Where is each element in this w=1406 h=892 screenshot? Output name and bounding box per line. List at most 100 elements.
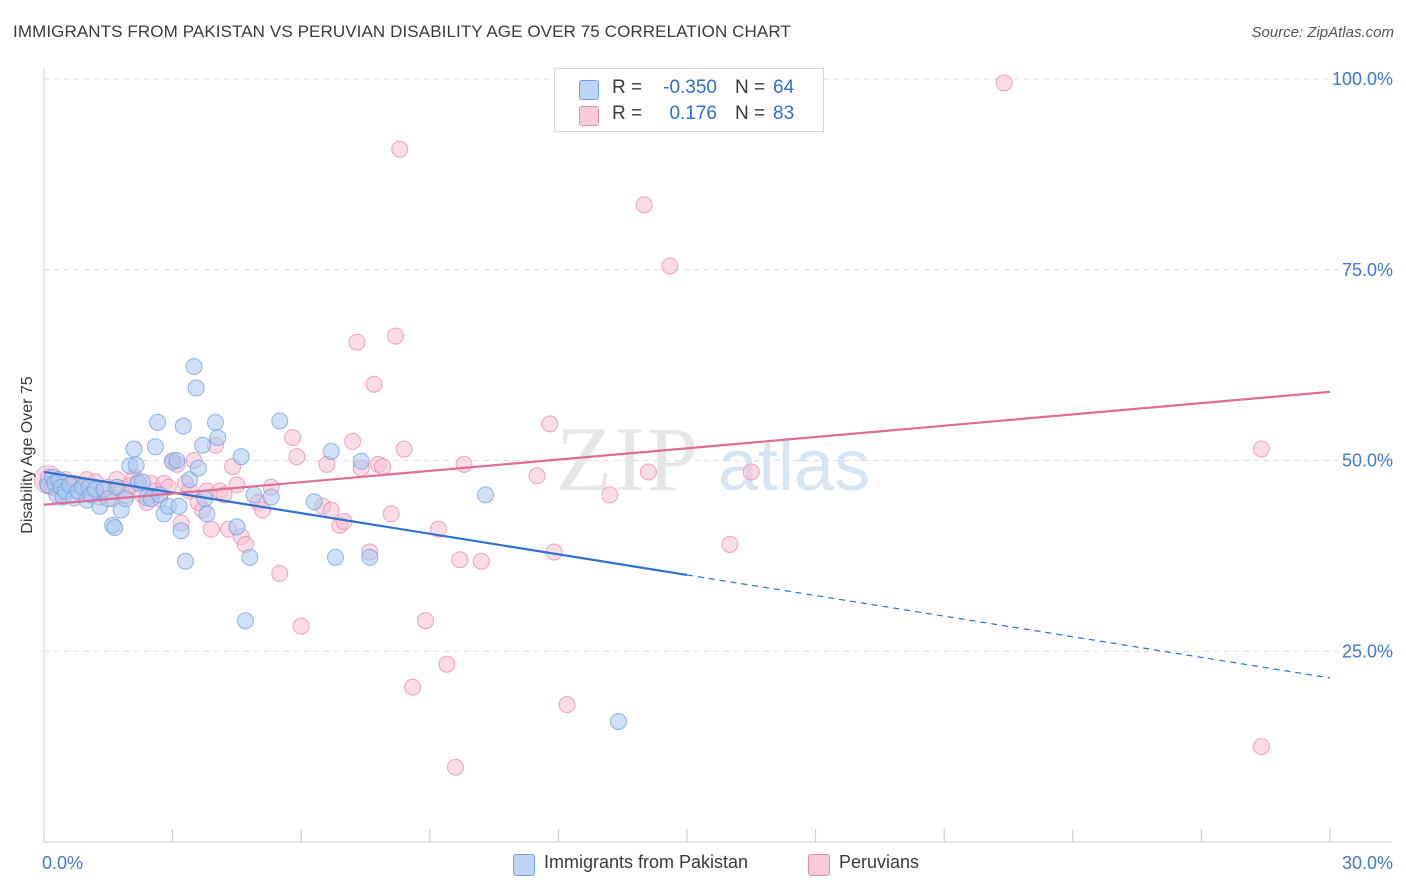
series-legend: Immigrants from Pakistan Peruvians bbox=[0, 851, 1406, 877]
peruvian-point bbox=[228, 476, 246, 494]
legend-n-value: 83 bbox=[773, 103, 795, 124]
peruvian-point bbox=[541, 415, 559, 433]
peruvian-point bbox=[558, 696, 576, 714]
pakistan-point bbox=[262, 488, 280, 506]
peruvian-trend-line bbox=[43, 390, 1331, 506]
pakistan-point bbox=[172, 522, 190, 540]
pakistan-point bbox=[609, 712, 627, 730]
peruvian-point bbox=[639, 463, 657, 481]
pakistan-point bbox=[187, 379, 205, 397]
pakistan-point bbox=[174, 417, 192, 435]
peruvian-point bbox=[365, 375, 383, 393]
chart-title: IMMIGRANTS FROM PAKISTAN VS PERUVIAN DIS… bbox=[13, 22, 791, 41]
peruvian-point bbox=[742, 463, 760, 481]
peruvian-point bbox=[995, 74, 1013, 92]
pakistan-point bbox=[228, 518, 246, 536]
pakistan-point bbox=[232, 448, 250, 466]
peruvian-point bbox=[447, 758, 465, 776]
pakistan-point bbox=[245, 486, 263, 504]
peruvian-point bbox=[344, 432, 362, 450]
peruvian-point bbox=[1252, 440, 1270, 458]
legend-n-value: 64 bbox=[773, 77, 795, 98]
peruvian-point bbox=[215, 486, 233, 504]
peruvian-point bbox=[271, 564, 289, 582]
peruvian-point bbox=[635, 196, 653, 214]
legend-r-value: -0.350 bbox=[663, 77, 717, 98]
legend-label-peruvians: Peruvians bbox=[839, 852, 920, 872]
legend-label-pakistan: Immigrants from Pakistan bbox=[544, 852, 749, 872]
y-axis-title: Disability Age Over 75 bbox=[19, 376, 36, 534]
peruvian-point bbox=[1252, 738, 1270, 756]
legend-r-value: 0.176 bbox=[669, 103, 717, 124]
peruvian-point bbox=[387, 327, 405, 345]
trend-lines bbox=[43, 390, 1331, 679]
peruvian-point bbox=[404, 678, 422, 696]
peruvian-point bbox=[374, 458, 392, 476]
peruvian-point bbox=[472, 552, 490, 570]
pakistan-point bbox=[189, 459, 207, 477]
y-tick-label: 75.0% bbox=[1342, 260, 1393, 280]
peruvian-point bbox=[429, 520, 447, 538]
pakistan-point bbox=[477, 486, 495, 504]
pakistan-point bbox=[206, 413, 224, 431]
legend-swatch-pink bbox=[579, 106, 599, 126]
pakistan-point bbox=[176, 552, 194, 570]
pakistan-point bbox=[185, 358, 203, 376]
y-tick-label: 25.0% bbox=[1342, 641, 1393, 661]
pakistan-point bbox=[209, 429, 227, 447]
legend-swatch-blue bbox=[513, 854, 535, 876]
peruvian-point bbox=[455, 455, 473, 473]
peruvian-point bbox=[391, 140, 409, 158]
tick-labels: 25.0% 50.0% 75.0% 100.0% 0.0% 30.0% bbox=[42, 69, 1393, 873]
legend-swatch-pink bbox=[808, 854, 830, 876]
peruvian-point bbox=[348, 333, 366, 351]
pakistan-point bbox=[305, 493, 323, 511]
pakistan-point bbox=[134, 473, 152, 491]
gridlines bbox=[44, 78, 1392, 652]
legend-n-label: N = bbox=[735, 77, 766, 98]
legend-r-label: R = bbox=[612, 103, 643, 124]
x-tick-label: 30.0% bbox=[1342, 853, 1393, 873]
peruvian-point bbox=[202, 520, 220, 538]
peruvian-point bbox=[601, 486, 619, 504]
legend-swatch-blue bbox=[579, 80, 599, 100]
peruvian-point bbox=[451, 551, 469, 569]
pakistan-point bbox=[149, 413, 167, 431]
legend-r-label: R = bbox=[612, 77, 643, 98]
pakistan-point bbox=[125, 440, 143, 458]
pakistan-point bbox=[271, 412, 289, 430]
watermark-zip: ZIP bbox=[556, 408, 700, 510]
y-tick-label: 50.0% bbox=[1342, 451, 1393, 471]
pakistan-point bbox=[326, 548, 344, 566]
pakistan-trend-extension bbox=[686, 574, 1331, 679]
correlation-legend: R = -0.350 N = 64 R = 0.176 N = 83 bbox=[554, 68, 824, 132]
source-credit: Source: ZipAtlas.com bbox=[1251, 24, 1394, 41]
peruvian-point bbox=[438, 655, 456, 673]
peruvian-point bbox=[417, 612, 435, 630]
pakistan-point bbox=[106, 519, 124, 537]
peruvian-point bbox=[284, 429, 302, 447]
peruvian-point bbox=[382, 505, 400, 523]
peruvian-point bbox=[721, 535, 739, 553]
peruvian-point bbox=[395, 440, 413, 458]
scatter-points bbox=[33, 74, 1270, 776]
pakistan-point bbox=[181, 471, 199, 489]
pakistan-point bbox=[236, 612, 254, 630]
pakistan-point bbox=[361, 548, 379, 566]
axes bbox=[43, 68, 1392, 843]
pakistan-point bbox=[127, 456, 145, 474]
pakistan-point bbox=[198, 505, 216, 523]
pakistan-trend-line bbox=[43, 470, 688, 577]
pakistan-point bbox=[168, 452, 186, 469]
y-tick-label: 100.0% bbox=[1332, 69, 1393, 89]
pakistan-point bbox=[170, 497, 188, 515]
peruvian-point bbox=[528, 467, 546, 485]
x-tick-label: 0.0% bbox=[42, 853, 83, 873]
pakistan-point bbox=[322, 442, 340, 460]
pakistan-point bbox=[146, 438, 164, 456]
peruvian-point bbox=[292, 617, 310, 635]
peruvian-point bbox=[661, 257, 679, 275]
peruvian-point bbox=[288, 448, 306, 466]
legend-n-label: N = bbox=[735, 103, 766, 124]
pakistan-point bbox=[194, 436, 212, 454]
